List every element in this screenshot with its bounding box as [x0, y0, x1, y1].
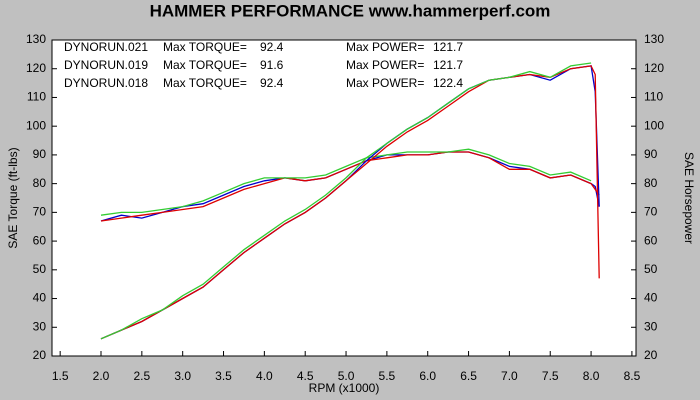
legend-run: DYNORUN.019	[64, 58, 148, 72]
legend-torque-value: 91.6	[260, 58, 284, 72]
legend-torque-label: Max TORQUE=	[163, 40, 247, 54]
y-tick-label: 100	[26, 118, 46, 132]
x-tick-label: 6.5	[460, 369, 477, 383]
y2-tick-label: 60	[644, 233, 658, 247]
y-tick-label: 110	[27, 90, 46, 104]
x-tick-label: 2.0	[93, 369, 110, 383]
x-tick-label: 5.5	[379, 369, 396, 383]
legend-torque-label: Max TORQUE=	[163, 58, 247, 72]
y2-tick-label: 40	[644, 291, 658, 305]
legend-power-label: Max POWER=	[346, 76, 424, 90]
y-tick-label: 130	[26, 32, 46, 46]
y-tick-label: 20	[33, 348, 47, 362]
y2-tick-label: 110	[644, 90, 663, 104]
y-axis-label: SAE Torque (ft-lbs)	[6, 147, 20, 248]
chart-title: HAMMER PERFORMANCE www.hammerperf.com	[150, 1, 551, 20]
x-tick-label: 8.5	[624, 369, 641, 383]
legend-power-value: 121.7	[433, 40, 463, 54]
y-tick-label: 40	[33, 291, 47, 305]
y2-axis-label: SAE Horsepower	[682, 152, 696, 244]
power-line	[100, 65, 600, 340]
legend-torque-value: 92.4	[260, 40, 284, 54]
y2-tick-label: 120	[644, 61, 664, 75]
plot-area	[51, 39, 637, 357]
x-tick-label: 2.5	[134, 369, 151, 383]
y2-tick-label: 90	[644, 147, 658, 161]
x-tick-label: 5.0	[338, 369, 355, 383]
x-tick-label: 8.0	[583, 369, 600, 383]
y2-tick-label: 130	[644, 32, 664, 46]
legend-run: DYNORUN.021	[64, 40, 148, 54]
y2-tick-label: 20	[644, 348, 658, 362]
y2-tick-label: 50	[644, 262, 658, 276]
legend-run: DYNORUN.018	[64, 76, 148, 90]
legend-torque-value: 92.4	[260, 76, 284, 90]
legend-power-label: Max POWER=	[346, 40, 424, 54]
y2-tick-label: 70	[644, 205, 658, 219]
legend-power-value: 121.7	[433, 58, 463, 72]
y-tick-label: 30	[33, 319, 47, 333]
y2-tick-label: 100	[644, 118, 664, 132]
y2-tick-label: 80	[644, 176, 658, 190]
torque-line	[100, 148, 592, 216]
legend-power-label: Max POWER=	[346, 58, 424, 72]
x-tick-label: 7.0	[501, 369, 518, 383]
y-tick-label: 60	[33, 233, 47, 247]
x-axis-label: RPM (x1000)	[309, 381, 380, 395]
power-line	[100, 62, 592, 340]
y2-tick-label: 30	[644, 319, 658, 333]
y-tick-label: 120	[26, 61, 46, 75]
legend-power-value: 122.4	[433, 76, 463, 90]
x-tick-label: 7.5	[542, 369, 559, 383]
x-tick-label: 6.0	[419, 369, 436, 383]
legend-torque-label: Max TORQUE=	[163, 76, 247, 90]
x-tick-label: 3.5	[215, 369, 232, 383]
x-tick-label: 1.5	[52, 369, 69, 383]
x-tick-label: 4.0	[256, 369, 273, 383]
y-tick-label: 80	[33, 176, 47, 190]
y-tick-label: 50	[33, 262, 47, 276]
x-tick-label: 3.0	[174, 369, 191, 383]
y-tick-label: 90	[33, 147, 47, 161]
x-tick-label: 4.5	[297, 369, 314, 383]
y-tick-label: 70	[33, 205, 47, 219]
